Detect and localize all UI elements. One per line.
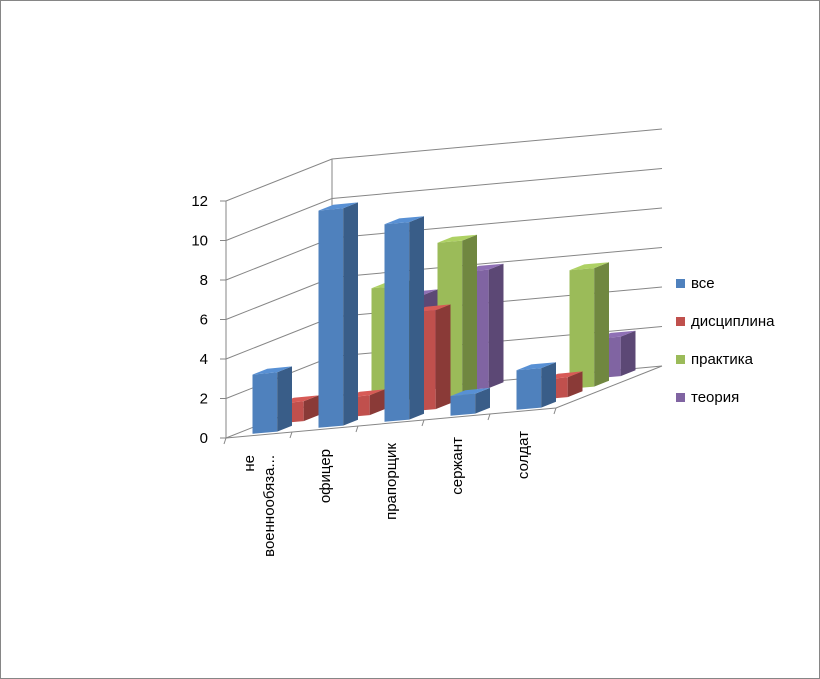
- y-tick-label: 4: [200, 351, 208, 368]
- bar-top-face: [384, 216, 424, 225]
- bar-top-face: [450, 387, 490, 397]
- x-tick-mark: [223, 437, 227, 445]
- bar-1-4: [450, 387, 490, 416]
- bar-front-face: [516, 368, 542, 410]
- bar-side-face: [620, 330, 636, 377]
- chart-legend: все дисциплина практика теория: [676, 275, 775, 406]
- bar-1-5: [516, 362, 556, 410]
- x-category-label: офицер: [317, 449, 334, 503]
- x-category-label-line: сержант: [449, 437, 466, 495]
- bar-side-face: [409, 216, 424, 420]
- x-category-label: солдат: [515, 431, 532, 479]
- bar-side-face: [488, 263, 504, 389]
- bar-side-face: [277, 366, 292, 432]
- x-tick-mark: [289, 431, 293, 439]
- x-axis-labels: не военнообяза... офицер прапорщик сержант со…: [223, 407, 557, 557]
- y-tick-label: 0: [200, 430, 208, 447]
- chart-bars: [252, 202, 636, 434]
- y-tick-label: 10: [191, 233, 208, 250]
- x-category-label: прапорщик: [383, 443, 400, 520]
- gridline: [225, 168, 663, 241]
- bar-top-face: [318, 202, 358, 211]
- x-category-label-line: военнообяза...: [261, 455, 278, 557]
- gridline: [225, 128, 663, 202]
- x-tick-mark: [421, 419, 425, 427]
- x-category-label-line: офицер: [317, 449, 334, 503]
- bar-side-face: [462, 234, 477, 399]
- bar-1-3: [384, 216, 424, 422]
- legend-label: практика: [691, 351, 754, 368]
- y-tick-label: 12: [191, 193, 208, 210]
- x-tick-mark: [553, 407, 557, 415]
- y-tick-label: 6: [200, 312, 208, 329]
- x-category-label: сержант: [449, 437, 466, 495]
- x-tick-mark: [487, 413, 491, 421]
- bar-side-face: [343, 202, 358, 426]
- bar-top-face: [437, 234, 477, 243]
- bar-top-face: [569, 262, 609, 271]
- bar-front-face: [318, 208, 344, 428]
- legend-swatch: [676, 393, 685, 402]
- bar-side-face: [369, 389, 385, 416]
- bar-1-1: [252, 366, 292, 434]
- bar-side-face: [435, 304, 451, 410]
- bar-side-face: [541, 362, 556, 408]
- bar-3-5: [569, 262, 609, 389]
- bar-front-face: [384, 222, 410, 422]
- bar-top-face: [252, 366, 292, 375]
- y-axis-ticks: 0 2 4 6 8 10 12: [191, 193, 226, 447]
- bar-side-face: [567, 371, 583, 398]
- legend-swatch: [676, 317, 685, 326]
- bar-side-face: [303, 395, 319, 422]
- bar-front-face: [450, 393, 476, 416]
- bar-top-face: [516, 362, 556, 371]
- legend-label: дисциплина: [691, 313, 775, 330]
- legend-swatch: [676, 355, 685, 364]
- bar-1-2: [318, 202, 358, 428]
- y-tick-label: 2: [200, 391, 208, 408]
- x-category-label-line: не: [241, 455, 258, 472]
- bar-front-face: [252, 372, 278, 434]
- x-category-label: не военнообяза...: [241, 455, 278, 557]
- x-tick-mark: [355, 425, 359, 433]
- y-tick-label: 8: [200, 272, 208, 289]
- bar-side-face: [594, 262, 609, 387]
- bar-front-face: [569, 268, 595, 389]
- x-category-label-line: солдат: [515, 431, 532, 479]
- legend-swatch: [676, 279, 685, 288]
- x-category-label-line: прапорщик: [383, 443, 400, 520]
- legend-label: все: [691, 275, 715, 292]
- legend-label: теория: [691, 389, 739, 406]
- bar-side-face: [475, 387, 490, 414]
